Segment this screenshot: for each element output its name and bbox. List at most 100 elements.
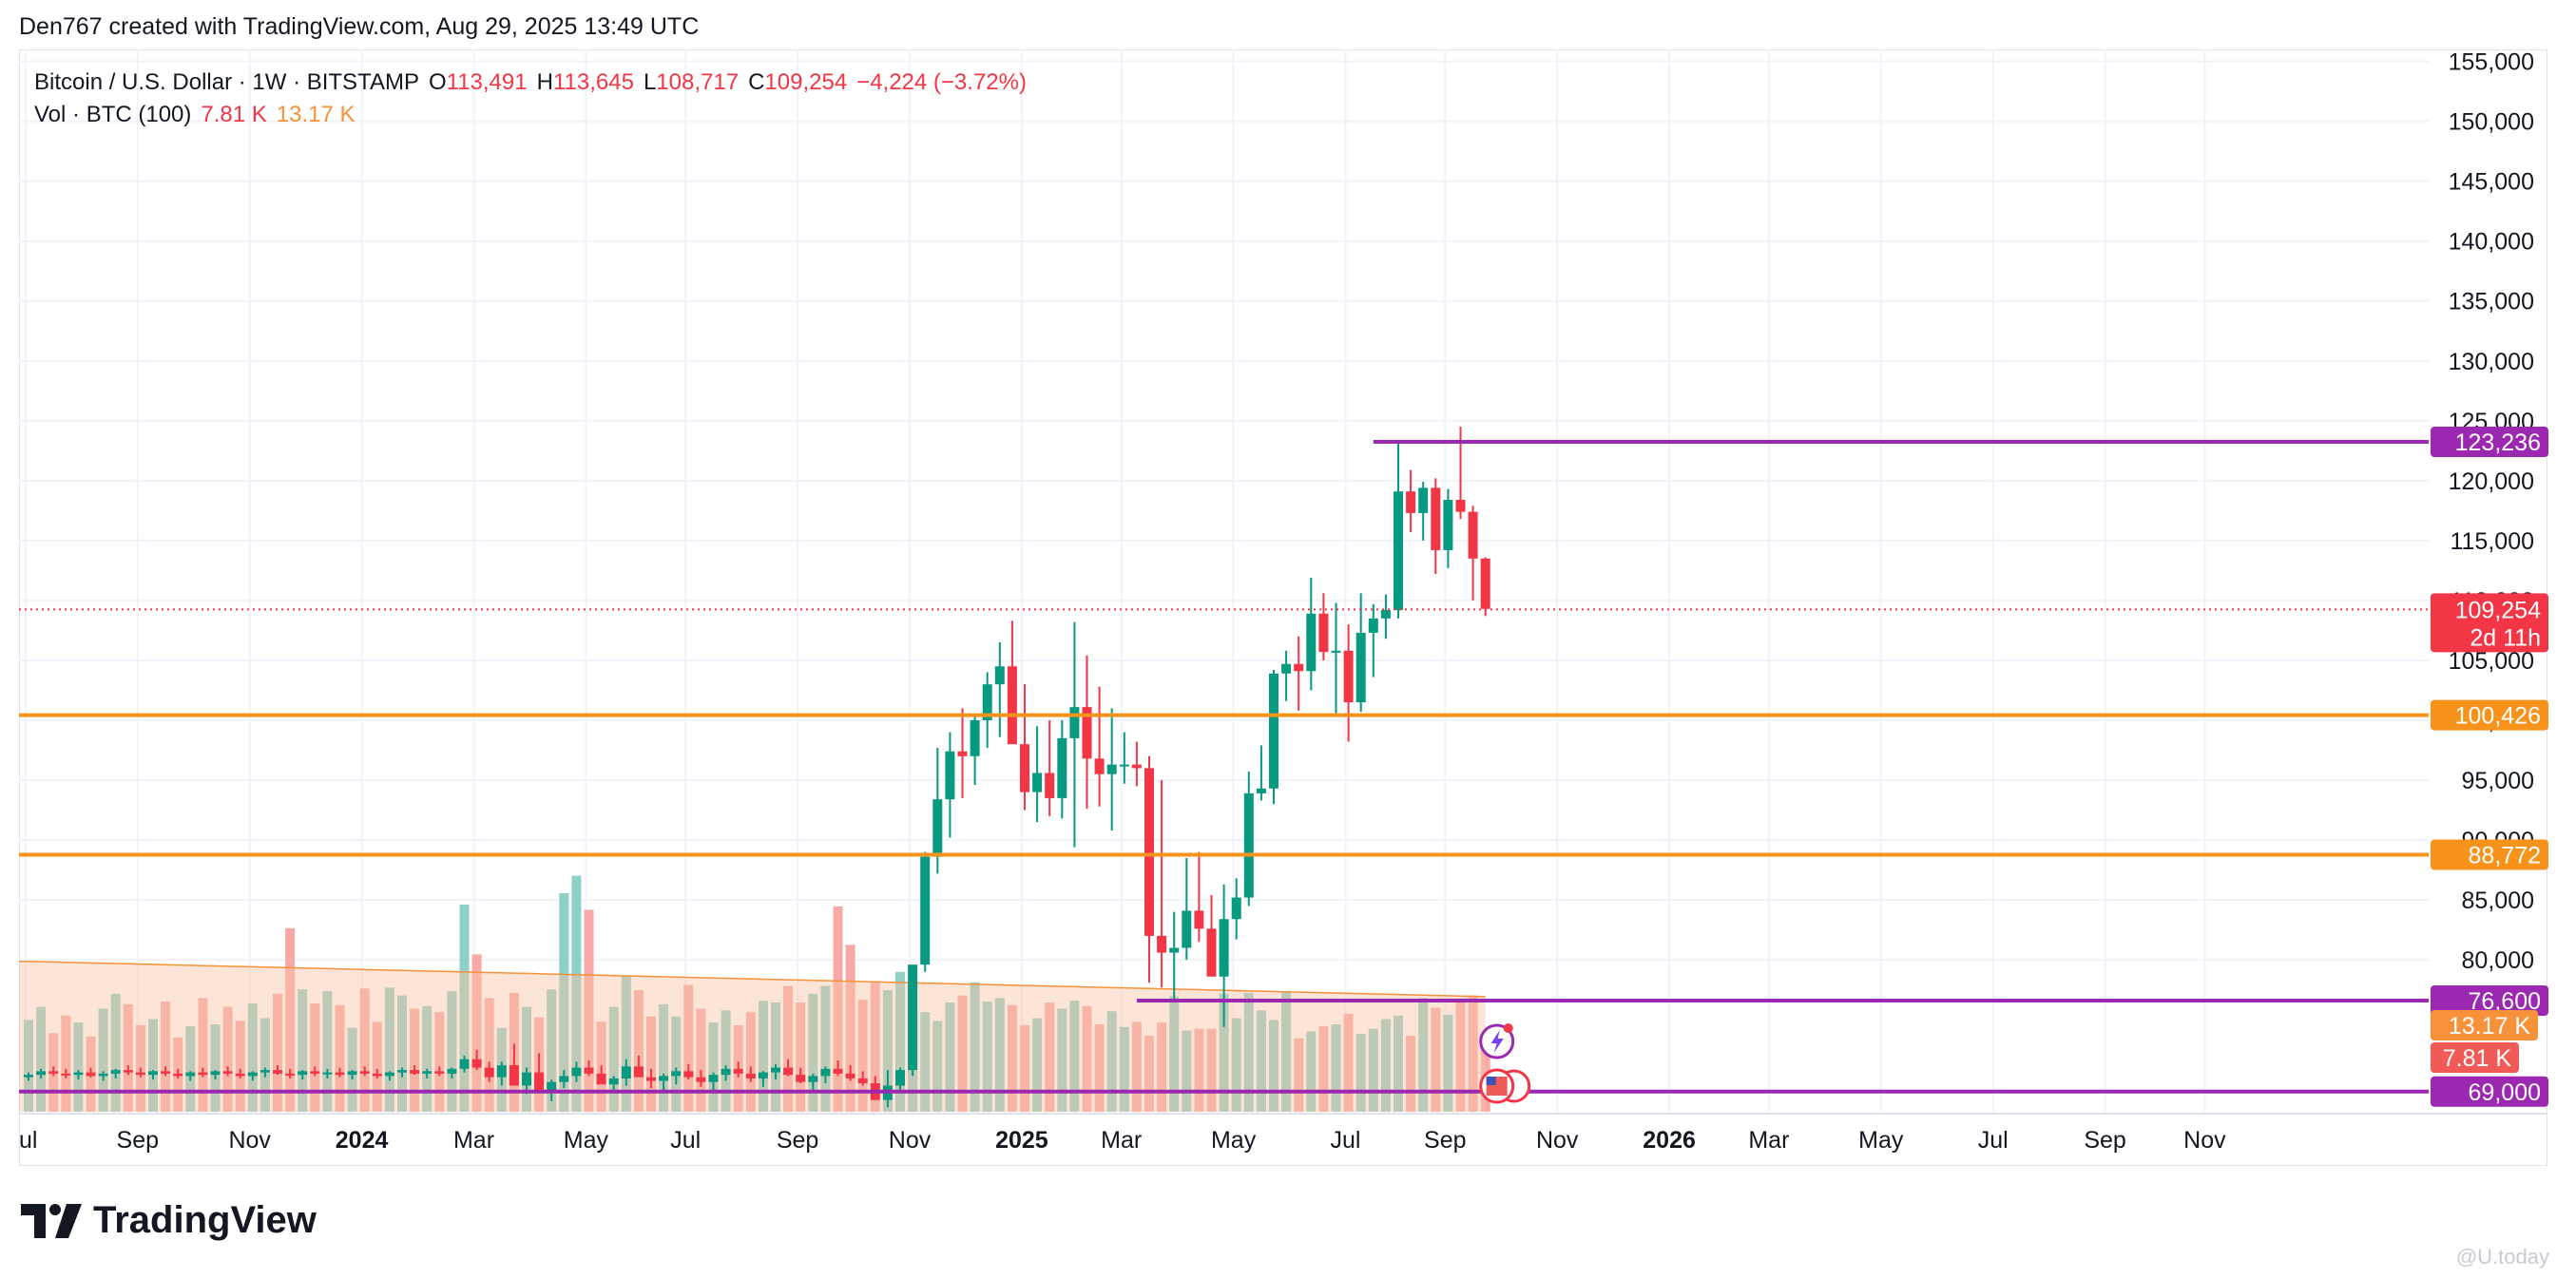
candle xyxy=(1182,857,1192,961)
candle xyxy=(845,1065,855,1081)
watermark: @U.today xyxy=(2455,1245,2549,1269)
candle xyxy=(683,1063,694,1080)
candle-body xyxy=(1443,500,1453,550)
candle xyxy=(1082,655,1092,810)
candle-body xyxy=(845,1073,855,1079)
volume-bar xyxy=(945,1002,955,1112)
chart-credit: Den767 created with TradingView.com, Aug… xyxy=(19,13,700,40)
candle-body xyxy=(1082,707,1092,759)
time-tick-label: 2024 xyxy=(336,1127,389,1154)
candle-body xyxy=(571,1067,582,1077)
volume-bar xyxy=(683,984,694,1112)
candle xyxy=(1194,851,1204,943)
current-price-tag-bg xyxy=(2431,593,2548,653)
volume-bar xyxy=(970,982,980,1112)
time-tick-label: Mar xyxy=(1101,1127,1142,1154)
volume-bar xyxy=(61,1015,71,1112)
candle-body xyxy=(982,684,992,720)
candle-body xyxy=(1394,491,1403,610)
price-tick-label: 95,000 xyxy=(2462,768,2534,794)
candle-body xyxy=(1106,764,1117,774)
candle-body xyxy=(335,1072,345,1076)
volume-bar xyxy=(608,1006,619,1112)
candle-body xyxy=(1182,910,1192,948)
volume-bar xyxy=(397,995,407,1112)
candle-body xyxy=(534,1072,545,1094)
volume-bar xyxy=(1144,1035,1154,1112)
volume-bar xyxy=(1443,1014,1453,1112)
candle-body xyxy=(633,1066,644,1078)
time-tick-label: Nov xyxy=(2183,1127,2226,1154)
candle xyxy=(86,1067,96,1078)
volume-bar xyxy=(833,906,843,1112)
level-tag-text: 88,772 xyxy=(2469,843,2541,869)
volume-bar xyxy=(1455,1000,1466,1112)
grid xyxy=(19,49,2429,1112)
volume-bar xyxy=(1468,995,1478,1112)
volume-bar xyxy=(98,1008,108,1112)
candle-body xyxy=(945,751,955,800)
volume-bar xyxy=(235,1021,245,1112)
tradingview-logo[interactable]: TradingView xyxy=(21,1199,317,1242)
volume-ma-tag-text: 13.17 K xyxy=(2449,1013,2531,1040)
candle xyxy=(210,1070,221,1080)
level-tag: 100,426 xyxy=(2431,699,2548,731)
candle-body xyxy=(222,1071,233,1074)
candle-body xyxy=(459,1059,470,1069)
volume-bar xyxy=(659,1003,669,1112)
volume-bar xyxy=(1032,1018,1043,1112)
volume-bar xyxy=(559,893,569,1112)
volume-bar xyxy=(260,1018,270,1112)
candle xyxy=(1243,772,1254,907)
candle xyxy=(646,1068,656,1089)
volume-ma-value: 13.17 K xyxy=(276,102,356,127)
volume-bar xyxy=(857,1000,868,1112)
price-tick-label: 140,000 xyxy=(2449,229,2534,256)
candle xyxy=(1406,469,1416,533)
volume-ma-tag: 13.17 K xyxy=(2431,1010,2538,1040)
candle-body xyxy=(135,1072,145,1076)
level-tag-text: 100,426 xyxy=(2455,703,2541,730)
lightning-icon xyxy=(1490,1030,1504,1053)
volume-bar xyxy=(322,991,333,1112)
candle xyxy=(484,1061,494,1082)
candle-body xyxy=(1380,609,1391,619)
candle-body xyxy=(908,964,918,1071)
volume-bar xyxy=(1306,1031,1317,1112)
volume-bar xyxy=(1131,1021,1142,1112)
volume-bar xyxy=(298,989,308,1112)
candle-body xyxy=(708,1075,719,1082)
candle-body xyxy=(1231,897,1241,920)
candle xyxy=(671,1067,682,1085)
candle xyxy=(447,1067,457,1079)
level-tag: 88,772 xyxy=(2431,839,2548,870)
volume-bar xyxy=(24,1020,33,1112)
candle-body xyxy=(659,1076,669,1081)
candle-body xyxy=(584,1067,594,1074)
candle-body xyxy=(522,1072,531,1086)
candle xyxy=(173,1068,183,1079)
open-value: O113,491 xyxy=(428,69,528,95)
candle xyxy=(1131,741,1142,787)
volume-bar xyxy=(1007,1004,1017,1112)
candle xyxy=(48,1066,59,1077)
volume-bar xyxy=(721,1010,731,1112)
candle xyxy=(260,1067,270,1078)
candle xyxy=(733,1061,743,1078)
volume-label[interactable]: Vol · BTC (100) xyxy=(34,102,192,127)
candle-body xyxy=(970,719,980,756)
candle xyxy=(796,1067,806,1083)
volume-bar xyxy=(982,1002,992,1112)
candle xyxy=(384,1071,394,1081)
level-tag-bg xyxy=(2431,839,2548,870)
volume-bar xyxy=(110,993,121,1112)
volume-bar xyxy=(459,904,470,1112)
candle xyxy=(1468,506,1478,601)
candle-body xyxy=(1007,666,1017,745)
volume-bar xyxy=(1355,1034,1366,1112)
candle-body xyxy=(198,1072,208,1076)
volume-bar xyxy=(708,1022,719,1112)
symbol-label[interactable]: Bitcoin / U.S. Dollar · 1W · BITSTAMP xyxy=(34,69,419,95)
volume-bar xyxy=(210,1024,221,1112)
